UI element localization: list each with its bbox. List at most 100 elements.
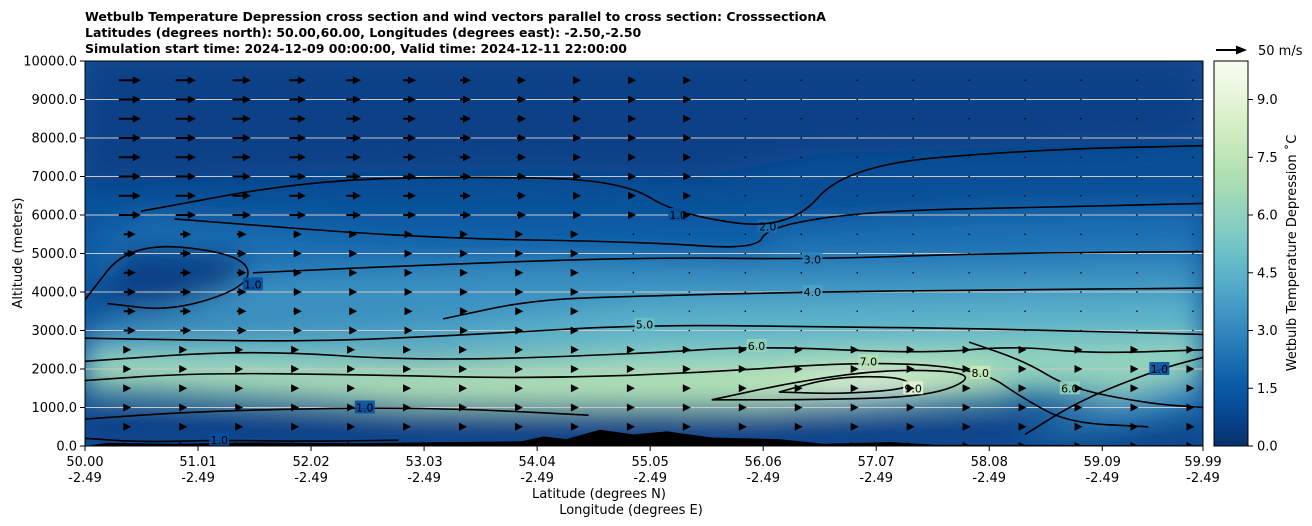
contour-label-5: 6.0 bbox=[748, 340, 766, 353]
wind-vector-head bbox=[514, 365, 523, 373]
chart-title-line-1: Wetbulb Temperature Depression cross sec… bbox=[85, 9, 826, 24]
wind-vector-head bbox=[906, 422, 915, 431]
wind-vector-head bbox=[459, 422, 468, 431]
wind-vector-dot bbox=[1080, 175, 1082, 178]
wind-vector-head bbox=[403, 403, 412, 412]
wind-vector-head bbox=[573, 95, 582, 104]
wind-vector-head bbox=[683, 76, 692, 85]
wind-vector-dot bbox=[1080, 137, 1082, 139]
contour-label-3: 8.0 bbox=[972, 367, 990, 380]
wind-vector-head bbox=[347, 365, 356, 373]
colorbar-tick-label-4: 6.0 bbox=[1257, 209, 1278, 224]
wind-vector-dot bbox=[856, 175, 858, 178]
wind-vector-dot bbox=[1136, 79, 1138, 82]
wind-vector-head bbox=[515, 249, 524, 258]
wind-vector-dot bbox=[1080, 233, 1082, 236]
contour-line-3 bbox=[711, 369, 967, 401]
wind-vector-dot bbox=[744, 233, 747, 236]
x-tick-label-lat-4: 54.04 bbox=[519, 455, 556, 470]
wind-vector-head bbox=[404, 326, 413, 335]
wind-vector-dot bbox=[632, 252, 635, 255]
wind-vector-head bbox=[123, 345, 132, 354]
wind-vector-head bbox=[123, 365, 132, 373]
x-tick-label-lon-4: -2.49 bbox=[520, 471, 554, 486]
wind-vector-head bbox=[179, 442, 188, 446]
wind-vector-head bbox=[293, 230, 302, 239]
colorbar-tick-label-2: 3.0 bbox=[1257, 324, 1278, 339]
wind-vector-dot bbox=[856, 329, 858, 332]
wind-vector-dot bbox=[912, 194, 914, 197]
wind-vector-head bbox=[518, 153, 527, 162]
wind-vector-head bbox=[794, 403, 803, 412]
contour-label-2: 7.0 bbox=[860, 355, 878, 368]
wind-vector-head bbox=[127, 288, 136, 296]
wind-vector-dot bbox=[688, 291, 691, 293]
wind-vector-head bbox=[573, 191, 582, 200]
wind-vector-head bbox=[794, 442, 803, 446]
wind-vector-head bbox=[962, 442, 971, 446]
wind-vector-head bbox=[291, 422, 300, 431]
wind-vector-head bbox=[183, 326, 192, 335]
wind-vector-dot bbox=[800, 137, 803, 139]
wind-vector-dot bbox=[968, 156, 970, 159]
wind-vector-dot bbox=[744, 252, 747, 255]
terrain bbox=[85, 429, 1203, 446]
wind-vector-dot bbox=[744, 156, 747, 159]
wind-vector-dot bbox=[1024, 79, 1026, 82]
wind-vector-head bbox=[132, 114, 141, 123]
field-band-10 bbox=[85, 411, 1203, 446]
y-tick-label-9: 9000.0 bbox=[32, 93, 78, 108]
wind-vector-head bbox=[187, 76, 196, 85]
wind-vector-head bbox=[626, 345, 635, 354]
wind-vector-head bbox=[183, 307, 192, 316]
wind-vector-head bbox=[628, 76, 637, 85]
wind-vector-head bbox=[238, 288, 247, 296]
contour-label-8: 3.0 bbox=[804, 253, 822, 266]
wind-vector-dot bbox=[632, 291, 635, 293]
wind-vector-dot bbox=[1136, 310, 1138, 313]
y-tick-label-8: 8000.0 bbox=[32, 132, 78, 147]
x-tick-label-lon-8: -2.49 bbox=[972, 471, 1006, 486]
x-tick-label-lat-5: 55.05 bbox=[632, 455, 669, 470]
contour-label-7: 4.0 bbox=[804, 286, 822, 299]
wind-vector-dot bbox=[1136, 117, 1138, 120]
wind-vector-head bbox=[349, 326, 358, 335]
wind-vector-head bbox=[242, 76, 251, 85]
wind-vector-dot bbox=[856, 310, 858, 313]
wind-vector-head bbox=[187, 191, 196, 200]
wind-vector-head bbox=[573, 76, 582, 85]
x-tick-label-lon-10: -2.49 bbox=[1186, 471, 1220, 486]
wind-vector-head bbox=[459, 268, 468, 277]
wind-vector-head bbox=[1186, 384, 1195, 393]
contour-line-4 bbox=[778, 375, 910, 395]
wind-vector-head bbox=[628, 191, 637, 200]
wind-vector-dot bbox=[800, 98, 803, 101]
wind-vector-head bbox=[403, 365, 412, 373]
wind-vector-head bbox=[347, 442, 356, 446]
wind-vector-head bbox=[242, 191, 251, 200]
wind-vector-dot bbox=[912, 233, 914, 236]
wind-vector-dot bbox=[632, 271, 635, 274]
y-tick-label-2: 2000.0 bbox=[32, 363, 78, 378]
wind-vector-head bbox=[127, 249, 136, 258]
wind-vector-head bbox=[570, 249, 579, 258]
wind-vector-head bbox=[463, 172, 472, 181]
wind-vector-dot bbox=[1024, 175, 1026, 178]
wind-vector-head bbox=[463, 114, 472, 123]
wind-vector-head bbox=[518, 211, 527, 219]
wind-vector-head bbox=[407, 172, 416, 181]
contour-label-bg-10 bbox=[242, 277, 263, 291]
wind-vector-head bbox=[187, 211, 196, 219]
wind-vector-head bbox=[297, 191, 306, 200]
wind-vector-head bbox=[297, 114, 306, 123]
wind-vector-dot bbox=[912, 137, 914, 139]
field-band-8 bbox=[85, 61, 1203, 185]
wind-vector-head bbox=[352, 114, 361, 123]
y-tick-label-7: 7000.0 bbox=[32, 170, 78, 185]
wind-vector-head bbox=[235, 442, 244, 446]
wind-vector-dot bbox=[744, 194, 747, 197]
x-tick-label-lat-0: 50.00 bbox=[66, 455, 103, 470]
wind-vector-head bbox=[738, 422, 747, 431]
wind-vector-head bbox=[459, 326, 468, 335]
wind-vector-dot bbox=[688, 271, 691, 274]
